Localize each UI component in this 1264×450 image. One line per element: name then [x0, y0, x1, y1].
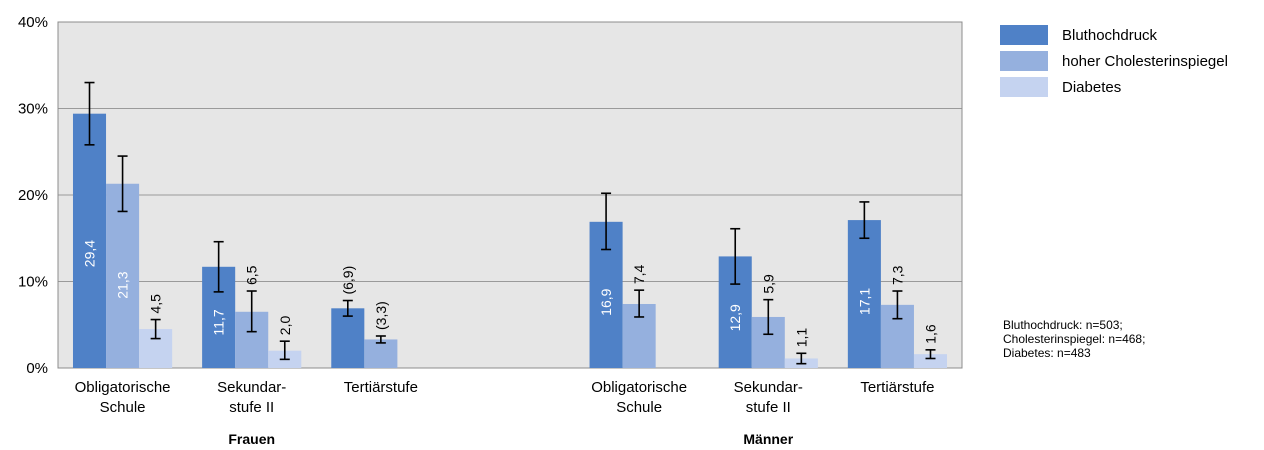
- bar: [847, 220, 881, 368]
- data-label: 16,9: [598, 288, 614, 315]
- bar: [331, 308, 365, 368]
- data-label: 11,7: [211, 309, 227, 335]
- x-tick-label: Tertiärstufe: [860, 379, 934, 396]
- data-label: 2,0: [277, 316, 293, 336]
- legend-label: hoher Cholesterinspiegel: [1062, 52, 1228, 70]
- chart-svg: 0% 10% 20% 30% 40% 29,4 21,3 4,5 Obligatorische S…: [18, 14, 963, 447]
- y-tick-label: 40%: [18, 14, 48, 31]
- group-label: Männer: [743, 431, 793, 447]
- x-tick-label: Sekundar-: [217, 379, 286, 396]
- sample-size-note: Bluthochdruck: n=503; Cholesterinspiegel…: [1003, 318, 1145, 360]
- data-label: (6,9): [340, 266, 356, 295]
- data-label: 1,6: [922, 324, 938, 344]
- data-label: 17,1: [856, 288, 872, 315]
- data-label: 4,5: [148, 294, 164, 314]
- y-tick-label: 0%: [26, 360, 48, 377]
- y-tick-label: 30%: [18, 101, 48, 118]
- legend-swatch: [1000, 77, 1048, 97]
- group-label: Frauen: [228, 431, 275, 447]
- legend-item: Bluthochdruck: [1000, 22, 1228, 48]
- data-label: 21,3: [115, 271, 131, 298]
- x-tick-label: stufe II: [746, 399, 791, 416]
- bar: [364, 339, 398, 368]
- y-tick-label: 10%: [18, 274, 48, 291]
- legend-swatch: [1000, 25, 1048, 45]
- note-line: Bluthochdruck: n=503;: [1003, 318, 1123, 332]
- x-tick-label: Obligatorische: [591, 379, 687, 396]
- data-label: 1,1: [793, 328, 809, 348]
- legend-label: Diabetes: [1062, 78, 1122, 96]
- legend: Bluthochdruck hoher Cholesterinspiegel D…: [1000, 22, 1228, 100]
- x-tick-label: Schule: [616, 399, 662, 416]
- note-line: Diabetes: n=483: [1003, 346, 1091, 360]
- data-label: 7,4: [631, 264, 647, 284]
- y-tick-label: 20%: [18, 187, 48, 204]
- data-label: (3,3): [373, 301, 389, 330]
- x-tick-label: Schule: [100, 399, 146, 416]
- data-label: 29,4: [82, 240, 98, 267]
- x-tick-label: Obligatorische: [75, 379, 171, 396]
- x-tick-label: Sekundar-: [734, 379, 803, 396]
- data-label: 5,9: [760, 274, 776, 294]
- legend-label: Bluthochdruck: [1062, 26, 1158, 44]
- bar: [913, 354, 948, 368]
- bar: [72, 113, 107, 368]
- data-label: 7,3: [889, 265, 905, 285]
- x-tick-label: stufe II: [229, 399, 274, 416]
- data-label: 12,9: [727, 304, 743, 331]
- legend-swatch: [1000, 51, 1048, 71]
- note-line: Cholesterinspiegel: n=468;: [1003, 332, 1146, 346]
- data-label: 6,5: [244, 265, 260, 285]
- x-tick-label: Tertiärstufe: [344, 379, 418, 396]
- legend-item: Diabetes: [1000, 74, 1228, 100]
- bar: [106, 183, 140, 368]
- legend-item: hoher Cholesterinspiegel: [1000, 48, 1228, 74]
- plot-frame: [57, 21, 963, 369]
